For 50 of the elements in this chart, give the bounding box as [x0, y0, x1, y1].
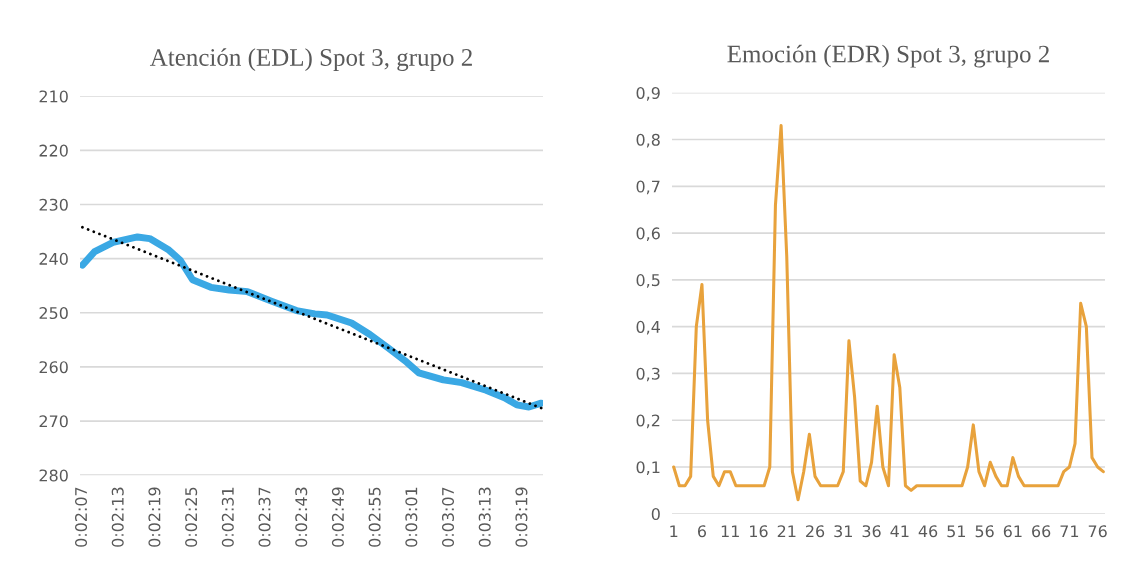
y-tick-label: 0,2 — [636, 414, 660, 429]
x-tick-label: 51 — [947, 525, 966, 538]
y-tick-label: 210 — [39, 90, 68, 103]
y-tick-label: 260 — [39, 361, 68, 374]
x-tick-label: 41 — [890, 525, 909, 538]
y-tick-label: 0,5 — [636, 274, 660, 288]
y-tick-label: 0,6 — [636, 227, 660, 242]
x-tick-label: 26 — [806, 525, 825, 538]
x-tick-label: 0:02:37 — [258, 487, 271, 547]
y-tick-label: 230 — [39, 198, 68, 211]
y-tick-label: 280 — [39, 469, 68, 482]
y-tick-label: 240 — [39, 252, 68, 265]
x-tick-label: 46 — [918, 525, 938, 538]
x-tick-label: 0:02:13 — [111, 487, 124, 547]
y-tick-label: 220 — [39, 144, 68, 157]
y-tick-label: 0,8 — [636, 133, 660, 148]
y-tick-label: 270 — [39, 415, 68, 428]
x-tick-label: 0:02:43 — [295, 487, 308, 547]
x-tick-label: 31 — [834, 525, 852, 538]
x-tick-label: 56 — [975, 525, 994, 538]
x-tick-label: 0:03:19 — [515, 487, 528, 547]
x-tick-label: 0:02:07 — [75, 487, 88, 547]
x-tick-label: 0:03:07 — [441, 487, 455, 547]
line-series — [672, 123, 1105, 502]
y-tick-label: 0,4 — [636, 320, 660, 335]
x-tick-label: 0:02:31 — [221, 487, 234, 547]
y-tick-label: 0 — [651, 508, 660, 521]
x-tick-label: 0:03:13 — [478, 487, 491, 547]
x-tick-label: 71 — [1060, 525, 1079, 538]
x-tick-label: 21 — [777, 525, 796, 538]
x-tick-label: 16 — [750, 525, 768, 538]
x-tick-label: 61 — [1003, 525, 1022, 538]
y-tick-label: 250 — [39, 306, 68, 320]
x-tick-label: 0:02:25 — [185, 487, 198, 547]
y-tick-label: 0,7 — [636, 180, 660, 195]
x-tick-label: 1 — [670, 525, 678, 538]
y-tick-label: 0,1 — [636, 461, 660, 475]
x-tick-label: 36 — [862, 525, 881, 538]
x-tick-label: 0:03:01 — [405, 487, 418, 547]
x-tick-label: 6 — [697, 525, 707, 538]
y-tick-label: 0,3 — [636, 367, 660, 382]
chart-title: Emoción (EDR) Spot 3, grupo 2 — [727, 44, 1049, 68]
chart-title: Atención (EDL) Spot 3, grupo 2 — [149, 48, 472, 72]
x-tick-label: 11 — [721, 525, 739, 538]
x-tick-label: 0:02:19 — [148, 487, 161, 547]
y-tick-label: 0,9 — [636, 86, 660, 101]
x-tick-label: 76 — [1088, 525, 1107, 538]
x-tick-label: 0:02:49 — [331, 487, 344, 547]
x-tick-label: 66 — [1032, 525, 1051, 538]
x-tick-label: 0:02:55 — [368, 487, 381, 547]
